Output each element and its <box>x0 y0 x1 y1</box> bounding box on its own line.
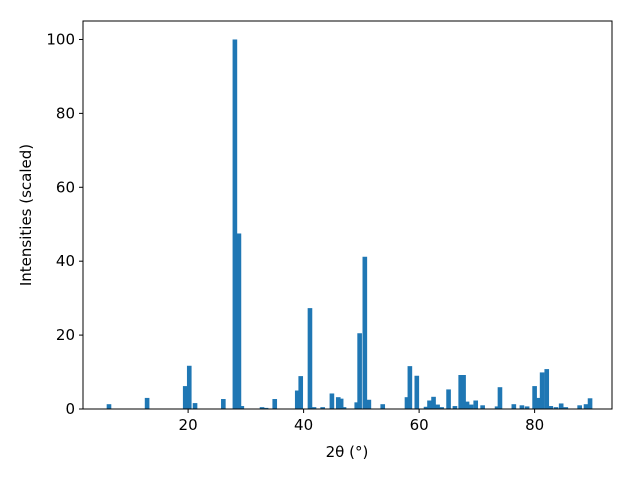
bar <box>577 405 582 409</box>
y-tick-label: 20 <box>56 326 75 344</box>
bar <box>427 400 432 409</box>
bar <box>239 406 245 409</box>
bar <box>461 375 466 409</box>
y-tick-label: 100 <box>46 30 75 48</box>
bar <box>439 407 444 409</box>
bar <box>307 308 313 409</box>
x-tick-label: 60 <box>410 416 429 434</box>
bar <box>311 407 317 409</box>
bar <box>320 407 325 409</box>
bar <box>414 375 420 409</box>
bar <box>366 399 372 409</box>
bar <box>192 403 198 409</box>
bar <box>407 366 413 409</box>
bar <box>532 386 537 409</box>
bar <box>232 39 238 409</box>
bar <box>587 398 593 409</box>
bar <box>357 333 362 409</box>
bar <box>452 406 458 409</box>
bar <box>519 405 525 409</box>
bar <box>497 387 503 409</box>
bar <box>338 398 344 409</box>
bar <box>553 407 559 409</box>
y-tick-label: 60 <box>56 178 75 196</box>
bar <box>468 404 474 409</box>
bar <box>539 372 545 409</box>
bar <box>380 404 386 409</box>
bar <box>186 365 192 409</box>
bar <box>480 405 485 409</box>
bar <box>329 393 335 409</box>
y-axis-label: Intensities (scaled) <box>17 144 35 286</box>
x-axis-label: 2θ (°) <box>326 443 369 461</box>
bar <box>294 390 300 409</box>
bar <box>563 407 569 409</box>
bar <box>558 403 564 409</box>
bar <box>144 397 150 409</box>
bar <box>354 402 360 409</box>
bar <box>536 397 541 409</box>
x-tick-label: 20 <box>179 416 198 434</box>
bar <box>544 369 550 409</box>
y-tick-label: 40 <box>56 252 75 270</box>
bar <box>458 375 464 409</box>
bar <box>473 400 479 409</box>
bar <box>182 386 188 409</box>
x-tick-label: 80 <box>525 416 544 434</box>
bar <box>341 407 347 409</box>
bar <box>583 404 589 409</box>
bar <box>494 406 500 409</box>
bar <box>524 406 530 409</box>
bar <box>259 407 265 409</box>
bar <box>464 401 470 409</box>
bar <box>362 256 368 409</box>
x-tick-label: 40 <box>294 416 313 434</box>
y-tick-label: 80 <box>56 104 75 122</box>
bar <box>423 406 429 409</box>
bar <box>106 404 112 409</box>
bar <box>435 404 440 409</box>
bar <box>511 404 517 409</box>
bar <box>221 399 226 409</box>
bar <box>272 399 278 409</box>
bar <box>263 407 269 409</box>
bar <box>404 397 410 409</box>
bar <box>298 376 304 409</box>
y-tick-label: 0 <box>65 400 75 418</box>
bar <box>431 396 436 409</box>
bar <box>335 397 341 409</box>
plot-frame <box>82 20 613 410</box>
bar <box>446 389 451 409</box>
bar <box>548 406 554 409</box>
bar <box>236 233 242 409</box>
